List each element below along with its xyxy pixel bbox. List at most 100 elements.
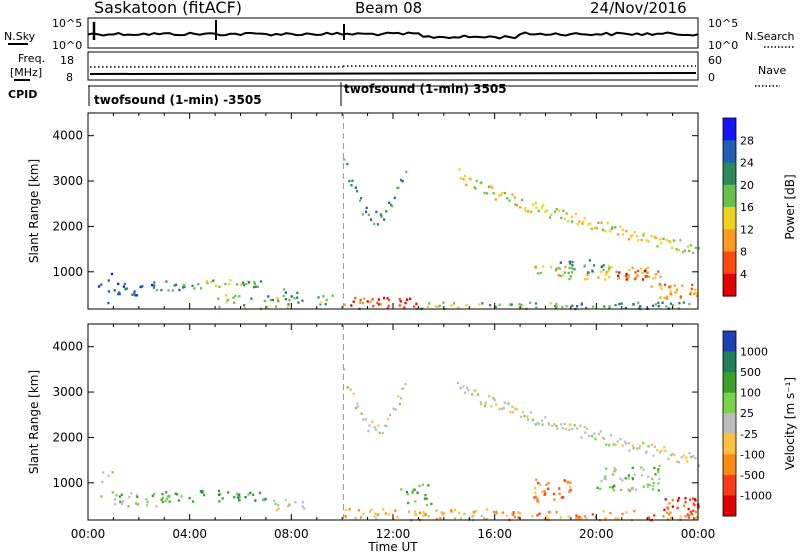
power-cell [386, 306, 389, 310]
power-cell [354, 296, 357, 300]
power-cell [387, 304, 390, 308]
velocity-cell [538, 483, 541, 486]
velocity-cell [650, 443, 653, 446]
power-cell [205, 280, 208, 283]
power-cell [678, 302, 681, 305]
power-cell [550, 265, 553, 269]
velocity-cell [534, 491, 537, 495]
velocity-cell [400, 396, 403, 400]
power-cell [679, 238, 682, 242]
date-label: 24/Nov/2016 [590, 0, 687, 17]
power-cell [557, 267, 560, 270]
power-cell [632, 303, 635, 306]
power-cell [373, 222, 376, 226]
velocity-cell [686, 513, 689, 516]
power-cell [253, 282, 256, 285]
velocity-cell [627, 441, 630, 445]
velocity-cell [427, 484, 430, 487]
power-cell [123, 282, 126, 286]
power-cell [660, 287, 663, 291]
freq-panel: Freq. [MHz] 18 8 60 0 Nave [10, 51, 786, 87]
power-cell [224, 294, 228, 297]
power-cell [405, 170, 408, 174]
velocity-cell [692, 517, 696, 520]
velocity-cell [621, 479, 624, 482]
power-cell [558, 209, 561, 213]
velocity-cell [676, 506, 679, 510]
velocity-cell [602, 510, 605, 513]
power-cell [524, 209, 527, 212]
velocity-cell [562, 496, 565, 499]
nsky-frame [87, 17, 699, 49]
power-cell [555, 207, 558, 211]
power-cell [348, 179, 351, 183]
power-cell [343, 158, 346, 161]
nsky-label: N.Sky [4, 30, 36, 43]
beam-label: Beam 08 [355, 0, 422, 17]
velocity-cell [664, 449, 667, 453]
power-cells [97, 158, 700, 311]
velocity-cell [344, 508, 348, 512]
velocity-cell [161, 500, 164, 504]
velocity-cell [348, 508, 351, 511]
velocity-cell [621, 512, 624, 516]
power-colorbar-tick: 4 [740, 268, 747, 281]
velocity-cell [663, 508, 666, 511]
power-cell [631, 266, 634, 270]
velocity-cell [201, 490, 204, 493]
power-cell [293, 297, 296, 300]
velocity-cell [673, 453, 676, 457]
velocity-cell [612, 488, 615, 492]
velocity-panel: 4000 3000 2000 1000 Slant Range [km] 1000 500 1… [27, 323, 797, 522]
velocity-cell [545, 518, 548, 521]
power-cell [536, 272, 540, 275]
power-cell [412, 305, 416, 308]
freq-series [89, 72, 697, 75]
power-cell [534, 201, 537, 205]
power-colorbar-swatch [723, 229, 736, 253]
velocity-cell [605, 467, 608, 470]
power-cell [369, 300, 372, 303]
power-cell [689, 244, 692, 247]
power-cell [475, 179, 478, 183]
velocity-colorbar-swatch [723, 372, 736, 394]
power-cell [629, 235, 632, 238]
velocity-cell [653, 466, 656, 470]
velocity-cell [629, 489, 632, 492]
velocity-cell [604, 475, 607, 478]
power-cell [409, 297, 412, 300]
power-cell [545, 209, 548, 212]
velocity-cell [127, 505, 130, 508]
velocity-cell [667, 507, 670, 511]
velocity-cell [646, 483, 649, 486]
power-cell [107, 301, 110, 305]
power-cell [171, 289, 174, 292]
velocity-cell [238, 493, 241, 496]
velocity-cell [425, 497, 428, 500]
nsky-right-tick-bottom: 10^0 [708, 39, 738, 52]
velocity-cell [495, 403, 498, 406]
power-cell [465, 304, 468, 307]
velocity-cell [561, 426, 564, 430]
velocity-cell [638, 445, 642, 448]
velocity-cell [569, 485, 572, 488]
power-cell [271, 298, 274, 302]
power-cell [606, 221, 609, 225]
power-cell [250, 297, 253, 300]
power-cell [343, 303, 346, 306]
velocity-cell [521, 410, 524, 414]
time-tick-label: 00:00 [71, 527, 106, 541]
power-cell [611, 226, 614, 229]
power-cell [398, 304, 401, 307]
power-cell [559, 261, 562, 264]
velocity-cell [628, 449, 631, 452]
velocity-cell [203, 493, 206, 497]
power-cell [588, 259, 591, 262]
velocity-cell [247, 493, 250, 496]
power-cell [602, 268, 605, 272]
power-cell [118, 291, 121, 294]
velocity-cell [578, 515, 581, 519]
velocity-colorbar-tick: -500 [740, 469, 765, 482]
power-cell [178, 288, 181, 292]
velocity-cell [284, 498, 287, 502]
